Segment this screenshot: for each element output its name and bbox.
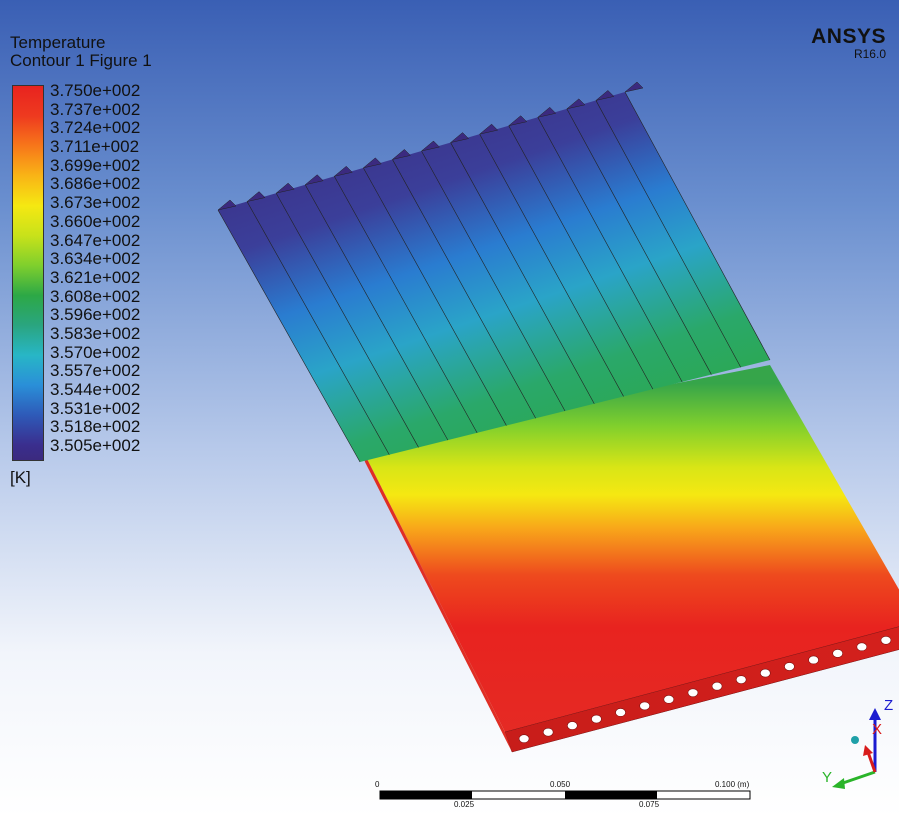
fin-grooves: [217, 81, 771, 463]
legend-label: 3.531e+002: [50, 398, 141, 418]
axis-x-label: X: [872, 721, 882, 738]
fin-top: [479, 123, 499, 135]
fin-groove-line: [363, 167, 507, 426]
fin-groove-line: [595, 100, 741, 368]
legend-labels: 3.750e+002 3.737e+002 3.724e+002 3.711e+002…: [50, 81, 141, 456]
fin-top: [246, 191, 266, 202]
fin-top: [392, 149, 411, 160]
scale-label-050: 0.050: [550, 780, 571, 789]
legend-label: 3.750e+002: [50, 81, 141, 100]
color-legend-bar: [12, 85, 44, 461]
axis-z-label: Z: [884, 697, 893, 714]
fin-groove-line: [508, 125, 654, 390]
legend-label: 3.660e+002: [50, 211, 141, 231]
brand-name: ANSYS: [811, 25, 886, 48]
coolant-hole: [639, 701, 650, 711]
fin-top: [508, 115, 528, 126]
coolant-hole: [567, 721, 578, 730]
fin-array: [218, 92, 770, 462]
coolant-hole: [663, 695, 675, 704]
legend-label: 3.737e+002: [50, 99, 141, 119]
brand-version: R16.0: [853, 47, 886, 61]
coolant-hole: [808, 655, 819, 665]
fin-groove-line: [304, 184, 449, 441]
legend-title: Temperature: [10, 33, 106, 52]
coolant-hole: [856, 642, 868, 652]
fin-top: [363, 157, 382, 169]
fin-groove-line: [624, 91, 771, 361]
coolant-hole: [880, 635, 892, 645]
coolant-hole: [542, 727, 554, 737]
base-plate-left-edge: [360, 445, 512, 752]
scale-label-075: 0.075: [639, 800, 660, 809]
coolant-hole: [784, 662, 795, 671]
fin-top: [624, 81, 644, 93]
coolant-hole: [518, 734, 530, 744]
legend-label: 3.557e+002: [50, 361, 141, 381]
legend-label: 3.724e+002: [50, 118, 141, 138]
legend-label: 3.544e+002: [50, 380, 141, 399]
fin-groove-line: [450, 142, 595, 404]
fin-top: [217, 199, 237, 211]
legend-label: 3.505e+002: [50, 436, 141, 456]
legend-subtitle: Contour 1 Figure 1: [10, 51, 152, 70]
fin-top: [305, 174, 324, 185]
scale-bar: 0 0.050 0.100 (m) 0.025 0.075: [372, 778, 752, 817]
fin-groove-line: [537, 117, 683, 383]
scale-label-025: 0.025: [454, 800, 475, 809]
base-plate-top: [360, 365, 899, 732]
legend-label: 3.621e+002: [50, 267, 141, 287]
legend-label: 3.570e+002: [50, 342, 141, 362]
coolant-hole: [591, 714, 602, 724]
axis-triad[interactable]: Z X Y: [820, 690, 899, 790]
fin-top: [566, 98, 586, 110]
fin-top: [275, 182, 295, 194]
fin-groove-line: [334, 176, 478, 434]
coolant-holes: [518, 635, 892, 744]
coolant-hole: [711, 681, 723, 691]
coolant-hole: [832, 649, 843, 658]
legend-label: 3.634e+002: [50, 249, 141, 269]
fin-groove-line: [421, 150, 566, 412]
fin-groove-line: [479, 133, 624, 397]
coolant-hole: [735, 675, 747, 684]
fin-top: [537, 106, 557, 118]
fin-groove-line: [566, 108, 712, 375]
fin-top: [450, 132, 470, 143]
coolant-hole: [615, 708, 626, 717]
legend-label: 3.699e+002: [50, 155, 141, 175]
scale-label-0: 0: [375, 780, 380, 789]
coolant-hole: [687, 688, 699, 698]
fin-top: [421, 140, 440, 152]
fin-top: [595, 90, 615, 101]
legend-unit: [K]: [10, 468, 31, 487]
fin-top: [334, 165, 353, 177]
legend-label: 3.518e+002: [50, 417, 141, 437]
axis-y-label: Y: [822, 769, 832, 786]
scale-bar-graphic: [379, 790, 751, 800]
fin-groove-line: [275, 192, 419, 448]
legend-label: 3.583e+002: [50, 323, 141, 343]
fin-groove-line: [246, 201, 390, 455]
fin-groove-line: [217, 209, 361, 463]
legend-label: 3.711e+002: [50, 137, 140, 157]
coolant-hole: [760, 668, 771, 678]
brand-logo: ANSYS R16.0: [811, 25, 886, 61]
legend-label: 3.647e+002: [50, 230, 141, 250]
legend-label: 3.596e+002: [50, 305, 141, 325]
legend-label: 3.673e+002: [50, 193, 141, 213]
fin-groove-line: [392, 159, 536, 419]
legend-label: 3.608e+002: [50, 286, 141, 306]
legend-label: 3.686e+002: [50, 174, 141, 194]
scale-label-100: 0.100 (m): [715, 780, 750, 789]
